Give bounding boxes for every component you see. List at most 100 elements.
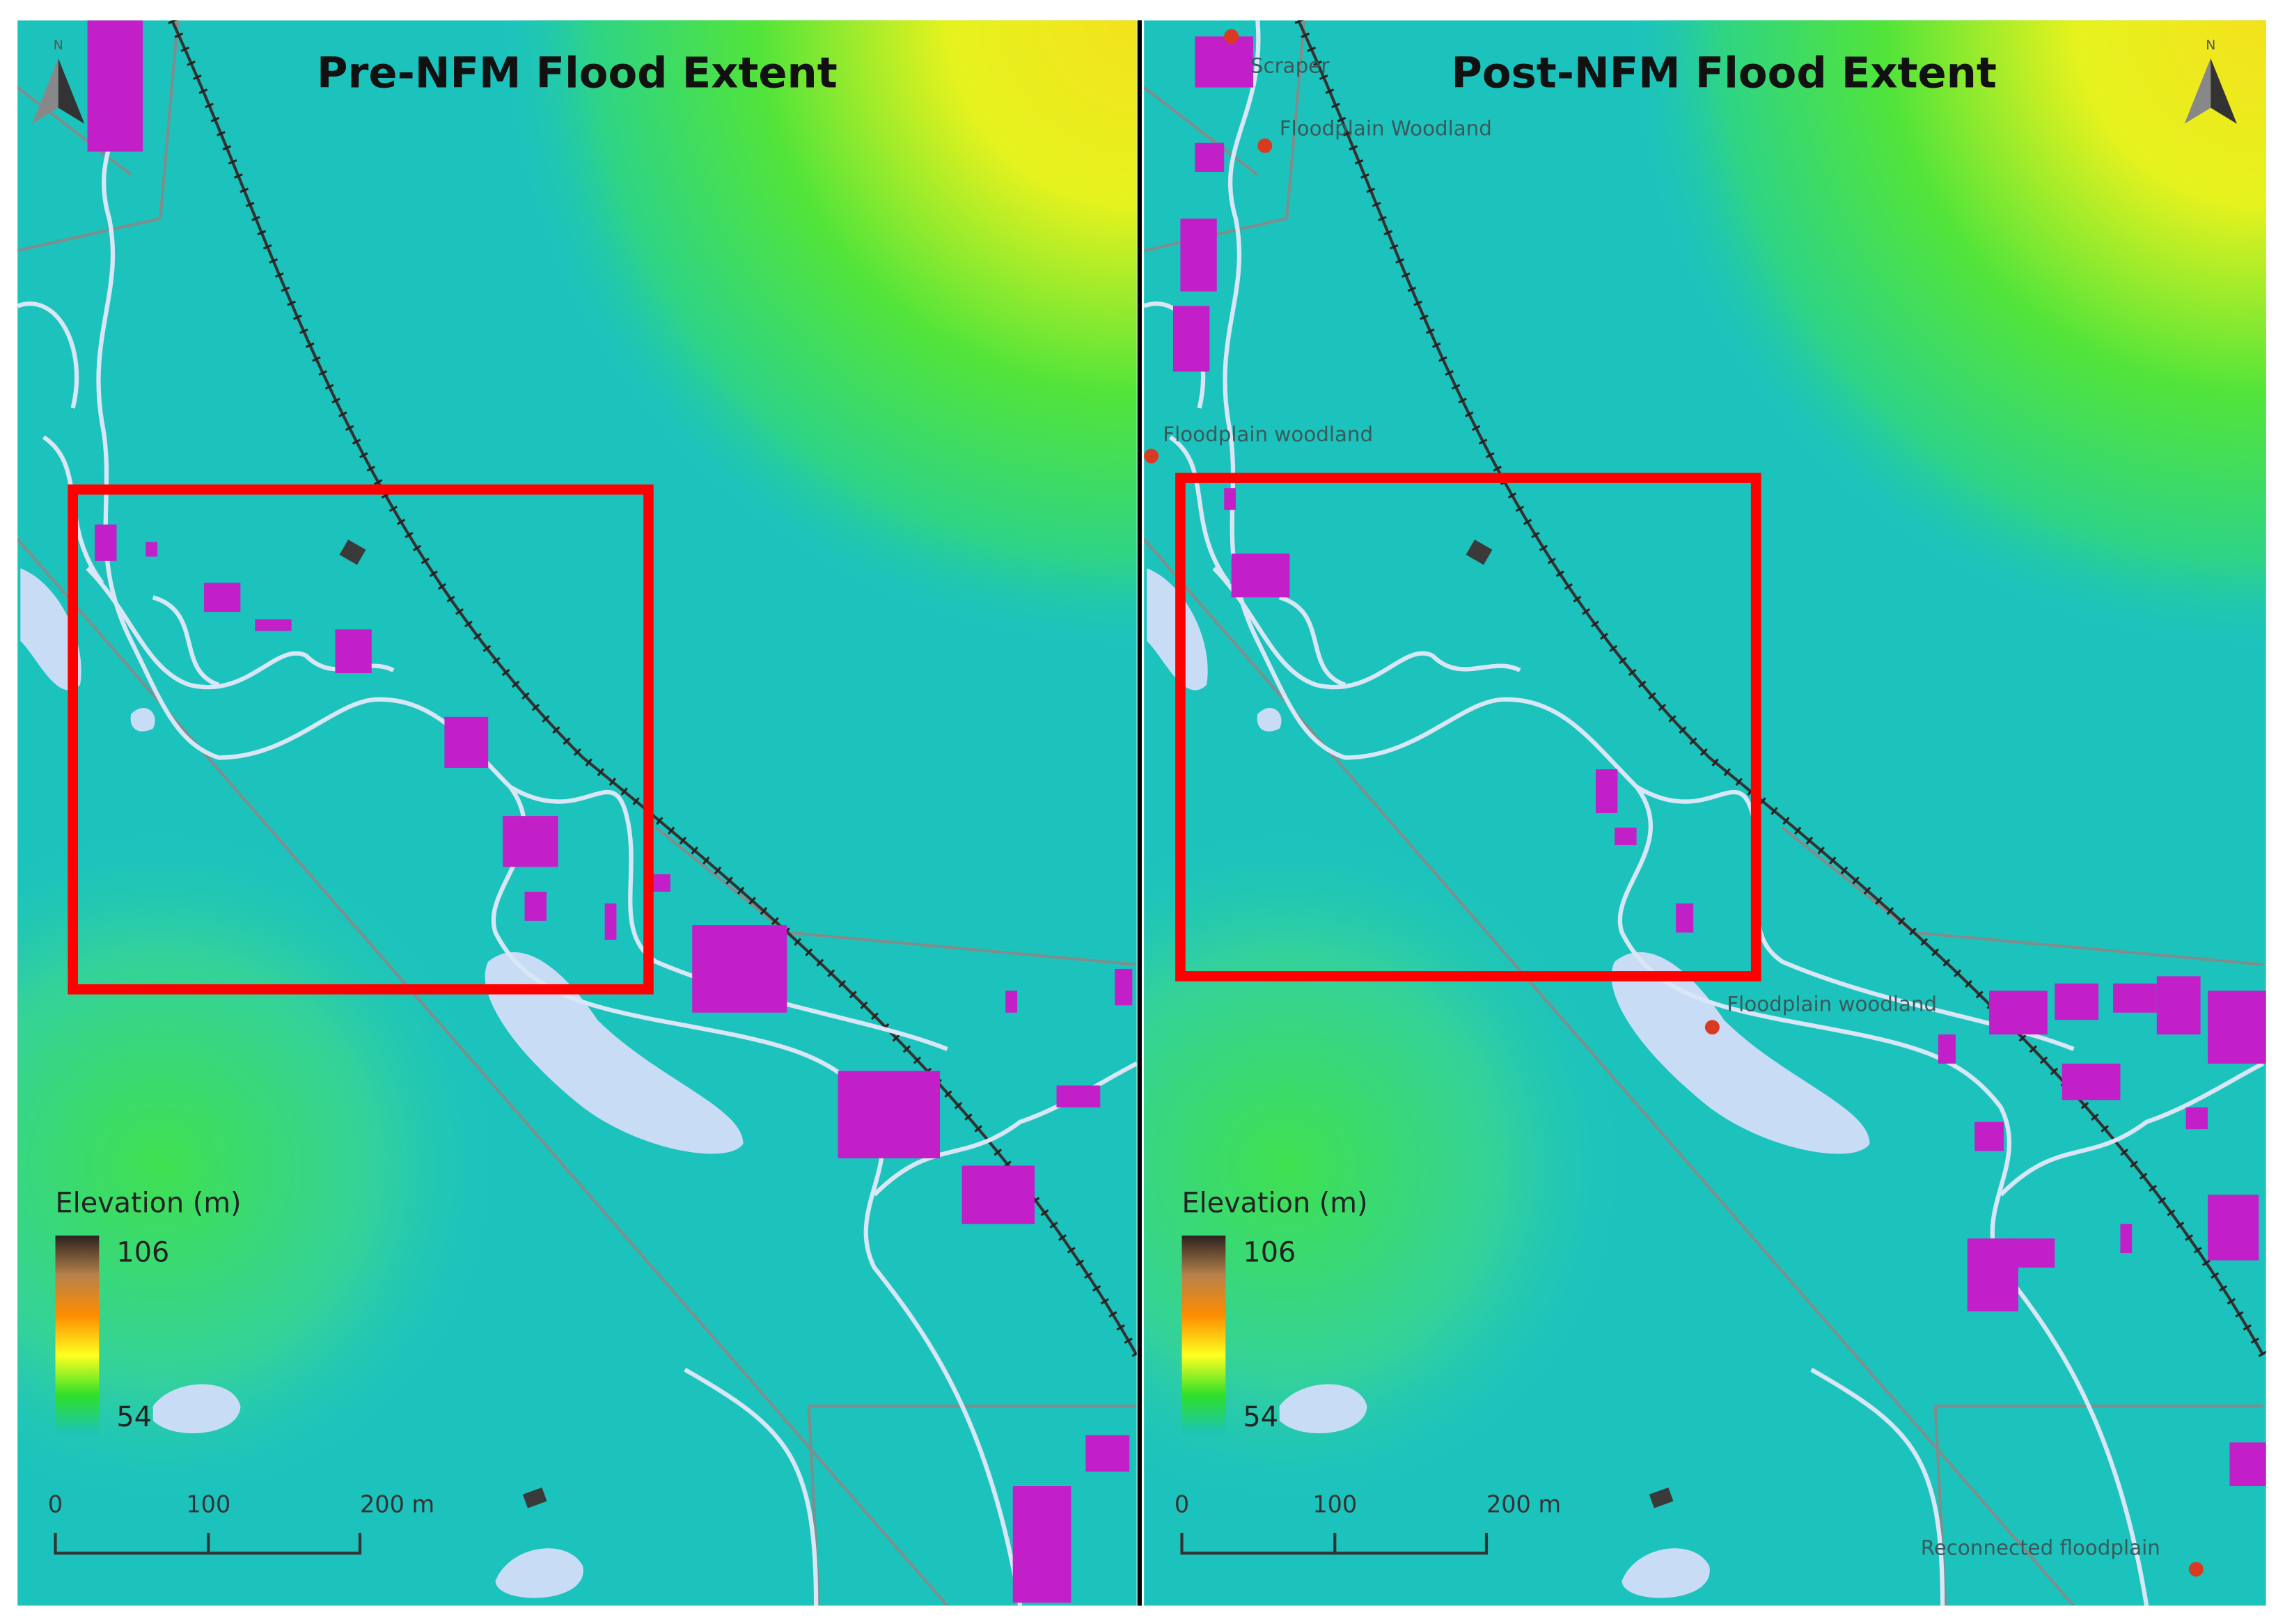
river (872, 1062, 1137, 1197)
building (1649, 1487, 1674, 1508)
flood-cell (95, 524, 117, 561)
flood-cell (1615, 827, 1637, 846)
measure-label: Scraper (1250, 54, 1330, 78)
flood-cell (1974, 1121, 2004, 1151)
building (522, 1487, 547, 1508)
legend-max: 106 (1243, 1237, 1296, 1269)
measure-label: Reconnected floodplain (1921, 1536, 2160, 1559)
elevation-high (17, 20, 1137, 1606)
flood-cell (2208, 991, 2266, 1064)
river (684, 1367, 819, 1606)
scale-label: 0 (48, 1491, 63, 1518)
flood-cell (2120, 1224, 2133, 1254)
measure-point (1224, 29, 1239, 44)
water-body (20, 568, 81, 691)
scale-label: 100 (1312, 1491, 1357, 1518)
measure-point (1144, 448, 1159, 464)
flood-cell (1676, 903, 1694, 933)
flood-cell (1005, 991, 1017, 1013)
scale-label: 200 m (360, 1491, 434, 1518)
legend-max: 106 (116, 1237, 169, 1269)
measure-label: Floodplain Woodland (1280, 117, 1492, 141)
focus-box (68, 484, 654, 995)
flood-cell (1056, 1085, 1101, 1107)
flood-cell (524, 891, 547, 921)
panel: Post-NFM Flood Extent N Elevation (m) 106 54… (1144, 20, 2266, 1606)
water-body (1611, 952, 1870, 1154)
measure-label: Floodplain woodland (1727, 993, 1937, 1016)
flood-cell (444, 716, 489, 768)
panel: Pre-NFM Flood Extent N Elevation (m) 106 54 0… (17, 20, 1137, 1606)
flood-cell (2062, 1063, 2121, 1101)
features (17, 20, 1137, 1606)
building (339, 539, 366, 565)
elevation-sw (17, 20, 1137, 1606)
legend-title: Elevation (m) (56, 1187, 242, 1219)
legend-colorbar (1181, 1235, 1226, 1435)
flood-cell (255, 619, 292, 631)
flood-cell (1989, 991, 2048, 1035)
river (152, 595, 220, 687)
flood-cell (2055, 983, 2099, 1020)
flood-cell (838, 1071, 941, 1159)
flood-cell (1967, 1238, 2018, 1311)
flood-cell (1224, 488, 1236, 510)
flood-cell (2113, 983, 2157, 1013)
river (1810, 1367, 1945, 1606)
north-arrow (2211, 58, 2237, 124)
river (508, 785, 948, 1051)
river (1223, 20, 2149, 1606)
flood-cell (961, 1165, 1035, 1224)
flood-cell (1172, 306, 1210, 372)
flood-cell (1195, 143, 1225, 172)
measure-point (1704, 1020, 1720, 1035)
flood-cell (2229, 1442, 2266, 1486)
water-body (1622, 1548, 1710, 1598)
flood-cell (2208, 1195, 2259, 1261)
flood-cell (146, 542, 158, 557)
flood-cell (1115, 968, 1133, 1006)
flood-cell (604, 903, 617, 940)
water-body (130, 707, 155, 732)
river (1278, 595, 1346, 687)
building (1466, 539, 1493, 565)
flood-cell (1195, 36, 1254, 88)
elevation-high (1144, 20, 2266, 1606)
measure-point (2188, 1561, 2204, 1577)
flood-cell (1938, 1034, 1956, 1064)
flood-cell (87, 20, 143, 152)
flood-cell (1012, 1485, 1071, 1603)
water-body (485, 952, 744, 1154)
flood-cell (204, 583, 241, 613)
flood-cell (2011, 1238, 2055, 1268)
flood-cell (335, 629, 372, 674)
flood-cell (692, 925, 787, 1013)
scale-label: 200 m (1486, 1491, 1561, 1518)
water-body (152, 1384, 241, 1434)
features (1144, 20, 2266, 1606)
flood-cell (1085, 1435, 1130, 1472)
flood-cell (1595, 769, 1618, 813)
road (17, 20, 180, 253)
measure-point (1257, 138, 1273, 153)
river (1169, 435, 1231, 585)
river (1212, 567, 1521, 690)
measure-label: Floodplain woodland (1163, 423, 1373, 446)
focus-box (1175, 473, 1761, 982)
river (17, 301, 79, 409)
legend-min: 54 (116, 1401, 152, 1433)
road (1144, 86, 1259, 176)
scale-label: 100 (186, 1491, 230, 1518)
river (1999, 1062, 2265, 1197)
legend-title: Elevation (m) (1182, 1187, 1368, 1219)
panel-title: Post-NFM Flood Extent (1451, 49, 1996, 98)
water-body (1279, 1384, 1367, 1434)
flood-cell (2156, 976, 2201, 1035)
legend-colorbar (55, 1235, 100, 1435)
north-arrow (58, 58, 85, 124)
legend-min: 54 (1243, 1401, 1278, 1433)
road (17, 86, 132, 176)
panel-title: Pre-NFM Flood Extent (317, 49, 838, 98)
